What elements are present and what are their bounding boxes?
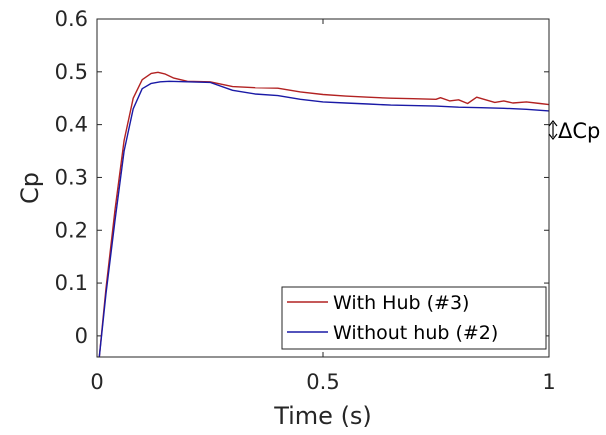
delta-cp-arrowhead-down xyxy=(548,133,558,140)
y-axis-label: Cp xyxy=(16,172,44,204)
x-axis-label: Time (s) xyxy=(273,402,372,430)
y-tick-label: 0 xyxy=(75,324,88,348)
legend: With Hub (#3) Without hub (#2) xyxy=(281,286,547,350)
x-tick-label: 0 xyxy=(90,370,103,394)
y-tick-label: 0.2 xyxy=(55,218,88,242)
series-line-with-hub xyxy=(98,71,550,358)
series-line-without-hub xyxy=(98,80,550,358)
y-tick-label: 0.1 xyxy=(55,271,88,295)
delta-cp-arrowhead-up xyxy=(548,120,558,127)
y-tick-label: 0.4 xyxy=(55,113,88,137)
legend-label-without-hub: Without hub (#2) xyxy=(333,322,498,344)
delta-cp-label: ΔCp xyxy=(558,119,600,143)
series-lines xyxy=(98,71,550,358)
x-tick-label: 1 xyxy=(542,370,555,394)
y-tick-label: 0.6 xyxy=(55,7,88,31)
x-tick-label: 0.5 xyxy=(306,370,339,394)
legend-box xyxy=(281,286,547,350)
y-tick-label: 0.5 xyxy=(55,60,88,84)
delta-cp-annotation: ΔCp xyxy=(548,119,600,143)
legend-label-with-hub: With Hub (#3) xyxy=(333,292,469,314)
y-tick-label: 0.3 xyxy=(55,165,88,189)
tick-labels: 0 0.1 0.2 0.3 0.4 0.5 0.6 0 0.5 1 xyxy=(55,7,556,394)
plot-frame xyxy=(96,18,550,358)
